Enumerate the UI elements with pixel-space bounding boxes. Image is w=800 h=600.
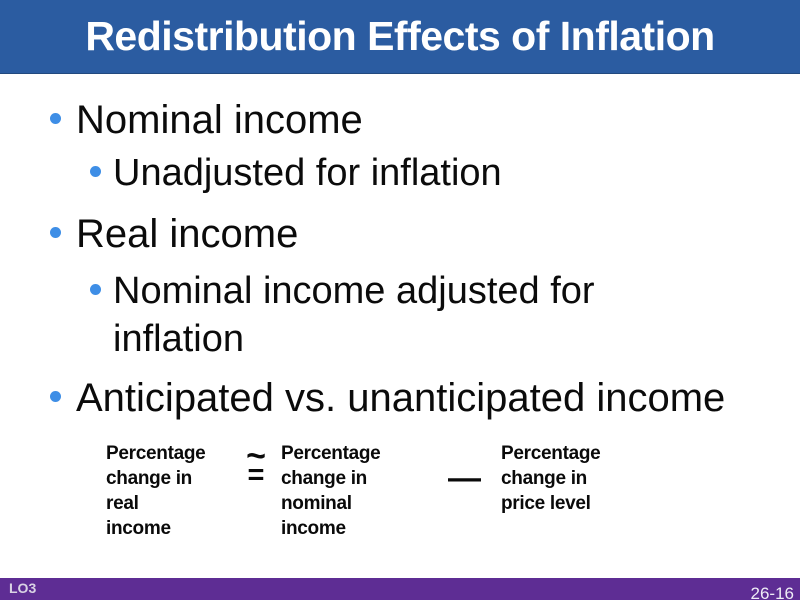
bullet-icon	[50, 391, 61, 402]
learning-objective-label: LO3	[9, 580, 37, 596]
bullet-text: Anticipated vs. unanticipated income	[76, 376, 726, 420]
formula-term-price-level: Percentage change in price level	[501, 443, 601, 514]
bullet-item: Nominal income adjusted for inflation	[90, 268, 635, 364]
approximately-equal-icon: ~ =	[237, 437, 275, 491]
bullet-text: Real income	[76, 212, 299, 256]
page-title: Redistribution Effects of Inflation	[85, 13, 715, 59]
footer-bar: LO3 26-16	[0, 578, 800, 600]
slide-number: 26-16	[750, 584, 794, 600]
bullet-icon	[50, 113, 61, 124]
equals-glyph: =	[247, 459, 265, 491]
formula-term-nominal-income: Percentage change in nominal income	[281, 443, 381, 539]
bullet-item: Anticipated vs. unanticipated income	[50, 374, 725, 423]
bullet-item: Unadjusted for inflation	[90, 150, 502, 198]
bullet-text: Nominal income adjusted for inflation	[113, 270, 595, 360]
bullet-text: Nominal income	[76, 98, 363, 142]
bullet-item: Real income	[50, 210, 298, 259]
minus-icon: —	[448, 459, 481, 496]
bullet-icon	[90, 166, 101, 177]
bullet-icon	[50, 227, 61, 238]
title-bar: Redistribution Effects of Inflation	[0, 0, 800, 74]
formula-term-real-income: Percentage change in real income	[106, 443, 206, 539]
bullet-item: Nominal income	[50, 96, 363, 145]
bullet-text: Unadjusted for inflation	[113, 152, 502, 194]
bullet-icon	[90, 284, 101, 295]
tilde-glyph: ~	[246, 437, 266, 475]
